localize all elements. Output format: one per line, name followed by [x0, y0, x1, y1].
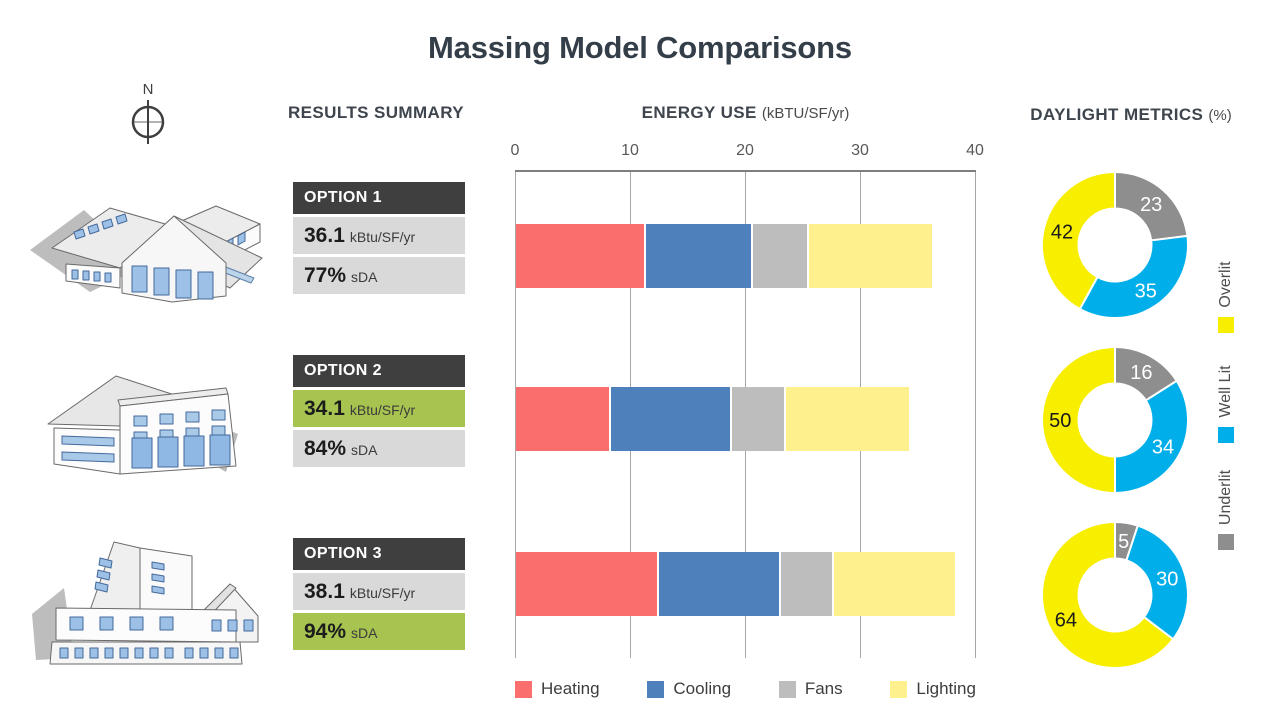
fans-swatch-icon [778, 680, 796, 698]
building-option-2-image [47, 375, 238, 475]
donut-value-overlit: 50 [1049, 410, 1071, 432]
bar-segment-cooling [610, 387, 732, 451]
daylight-legend-underlit: Underlit [1213, 445, 1239, 575]
bar-segment-fans [731, 387, 786, 451]
daylight-legend-label-well-lit: Well Lit [1217, 365, 1234, 418]
daylight-donut-option-3: 5 30 64 [1041, 520, 1189, 669]
gridline [515, 172, 516, 658]
option-1-title: OPTION 1 [293, 182, 465, 214]
option-2-eui-row: 34.1 kBtu/SF/yr [293, 390, 465, 427]
lighting-swatch-icon [890, 680, 908, 698]
option-3-sda-unit: sDA [351, 625, 378, 641]
option-1-eui-unit: kBtu/SF/yr [349, 229, 416, 245]
option-1-eui-row: 36.1 kBtu/SF/yr [293, 217, 465, 254]
axis-tick-20: 20 [736, 142, 754, 159]
option-3-eui-row: 38.1 kBtu/SF/yr [293, 573, 465, 610]
north-arrow-icon: N [131, 81, 165, 144]
option-3-summary: OPTION 3 38.1 kBtu/SF/yr 94% sDA [293, 538, 465, 650]
energy-bar-option-1 [516, 224, 933, 288]
axis-tick-40: 40 [966, 142, 984, 159]
option-2-summary: OPTION 2 34.1 kBtu/SF/yr 84% sDA [293, 355, 465, 467]
bar-segment-heating [516, 224, 647, 288]
energy-use-header: ENERGY USE (kBTU/SF/yr) [641, 103, 850, 122]
option-1-summary: OPTION 1 36.1 kBtu/SF/yr 77% sDA [293, 182, 465, 294]
legend-item-lighting: Lighting [890, 679, 976, 699]
legend-label-cooling: Cooling [673, 679, 732, 698]
well-lit-swatch-icon [1218, 426, 1234, 443]
bar-segment-lighting [834, 552, 956, 616]
option-2-eui-value: 34.1 [304, 396, 345, 420]
energy-legend: Heating Cooling Fans Lighting [515, 679, 976, 699]
cooling-swatch-icon [647, 680, 665, 698]
donut-segment-overlit [1041, 345, 1116, 495]
gridline [975, 172, 976, 658]
option-3-title: OPTION 3 [293, 538, 465, 570]
daylight-donut-option-1: 23 35 42 [1041, 170, 1189, 319]
legend-item-cooling: Cooling [647, 679, 731, 699]
building-option-1-image [30, 205, 263, 303]
donut-value-overlit: 42 [1051, 221, 1073, 243]
option-1-eui-value: 36.1 [304, 223, 345, 247]
heating-swatch-icon [515, 680, 532, 698]
option-1-sda-value: 77% [304, 263, 347, 287]
donut-value-well-lit: 34 [1152, 436, 1174, 458]
bar-segment-fans [781, 552, 835, 616]
bar-segment-lighting [785, 387, 909, 451]
energy-bar-chart: 0 10 20 30 40 [511, 142, 984, 658]
option-3-sda-value: 94% [304, 619, 347, 643]
energy-bar-option-2 [516, 387, 909, 451]
option-3-sda-row: 94% sDA [293, 613, 465, 650]
axis-tick-30: 30 [851, 142, 869, 159]
legend-label-heating: Heating [541, 679, 600, 698]
option-2-sda-row: 84% sDA [293, 430, 465, 467]
donut-segment-well-lit [1114, 379, 1189, 495]
option-2-title: OPTION 2 [293, 355, 465, 387]
overlit-swatch-icon [1218, 316, 1234, 333]
option-3-eui-unit: kBtu/SF/yr [349, 585, 416, 601]
donut-value-overlit: 64 [1055, 609, 1077, 631]
donut-segment-well-lit [1125, 524, 1189, 641]
legend-item-heating: Heating [515, 679, 600, 699]
legend-label-lighting: Lighting [916, 679, 976, 698]
donut-segment-overlit [1041, 170, 1116, 311]
page-title: Massing Model Comparisons [428, 30, 852, 65]
bar-segment-cooling [646, 224, 754, 288]
legend-label-fans: Fans [804, 679, 843, 698]
results-summary-header: RESULTS SUMMARY [288, 103, 464, 122]
donut-value-well-lit: 35 [1135, 280, 1157, 302]
option-1-sda-row: 77% sDA [293, 257, 465, 294]
daylight-legend-label-overlit: Overlit [1217, 261, 1234, 308]
daylight-metrics-header: DAYLIGHT METRICS (%) [1030, 105, 1232, 124]
bar-segment-fans [753, 224, 809, 288]
bar-segment-cooling [658, 552, 782, 616]
option-1-sda-unit: sDA [351, 269, 378, 285]
energy-bar-option-3 [516, 552, 956, 616]
bar-segment-heating [516, 552, 659, 616]
north-label: N [143, 81, 154, 98]
option-2-eui-unit: kBtu/SF/yr [349, 402, 416, 418]
option-2-sda-value: 84% [304, 436, 347, 460]
legend-item-fans: Fans [778, 679, 843, 699]
building-option-3-image [32, 541, 259, 665]
donut-segment-well-lit [1078, 234, 1189, 319]
donut-value-well-lit: 30 [1156, 569, 1178, 591]
bar-segment-lighting [808, 224, 933, 288]
underlit-swatch-icon [1218, 534, 1234, 551]
axis-tick-0: 0 [510, 142, 520, 159]
daylight-legend-label-underlit: Underlit [1217, 469, 1234, 526]
donut-value-underlit: 16 [1130, 362, 1152, 384]
daylight-donut-option-2: 16 34 50 [1041, 345, 1189, 495]
bar-segment-heating [516, 387, 611, 451]
donut-value-underlit: 5 [1118, 531, 1129, 553]
donut-segment-overlit [1041, 520, 1175, 669]
option-3-eui-value: 38.1 [304, 579, 345, 603]
donut-value-underlit: 23 [1140, 194, 1162, 216]
axis-tick-10: 10 [621, 142, 639, 159]
option-2-sda-unit: sDA [351, 442, 378, 458]
